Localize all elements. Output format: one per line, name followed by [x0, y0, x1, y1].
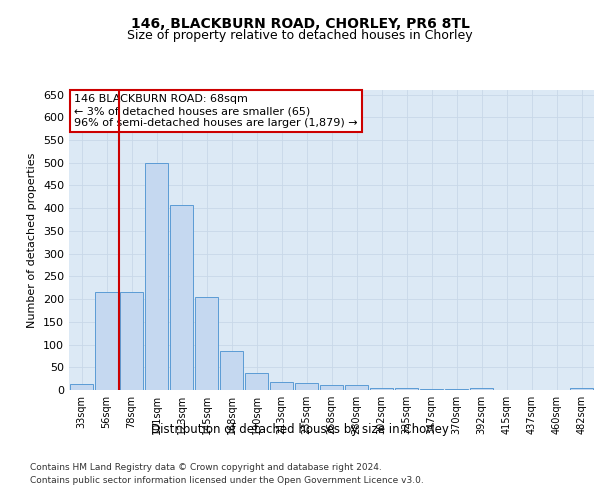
Bar	[295, 383, 319, 390]
Y-axis label: Number of detached properties: Number of detached properties	[28, 152, 37, 328]
Bar	[170, 205, 193, 390]
Bar	[145, 162, 169, 390]
Text: Distribution of detached houses by size in Chorley: Distribution of detached houses by size …	[151, 422, 449, 436]
Bar	[95, 292, 118, 390]
Text: Contains public sector information licensed under the Open Government Licence v3: Contains public sector information licen…	[30, 476, 424, 485]
Bar	[194, 297, 218, 390]
Bar	[419, 388, 443, 390]
Bar	[220, 352, 244, 390]
Bar	[370, 388, 394, 390]
Bar	[119, 292, 143, 390]
Bar	[245, 372, 268, 390]
Bar	[569, 388, 593, 390]
Text: Size of property relative to detached houses in Chorley: Size of property relative to detached ho…	[127, 29, 473, 42]
Bar	[344, 386, 368, 390]
Bar	[320, 384, 343, 390]
Bar	[395, 388, 418, 390]
Bar	[70, 384, 94, 390]
Bar	[470, 388, 493, 390]
Text: 146, BLACKBURN ROAD, CHORLEY, PR6 8TL: 146, BLACKBURN ROAD, CHORLEY, PR6 8TL	[131, 18, 469, 32]
Bar	[445, 389, 469, 390]
Text: Contains HM Land Registry data © Crown copyright and database right 2024.: Contains HM Land Registry data © Crown c…	[30, 462, 382, 471]
Text: 146 BLACKBURN ROAD: 68sqm
← 3% of detached houses are smaller (65)
96% of semi-d: 146 BLACKBURN ROAD: 68sqm ← 3% of detach…	[74, 94, 358, 128]
Bar	[269, 382, 293, 390]
